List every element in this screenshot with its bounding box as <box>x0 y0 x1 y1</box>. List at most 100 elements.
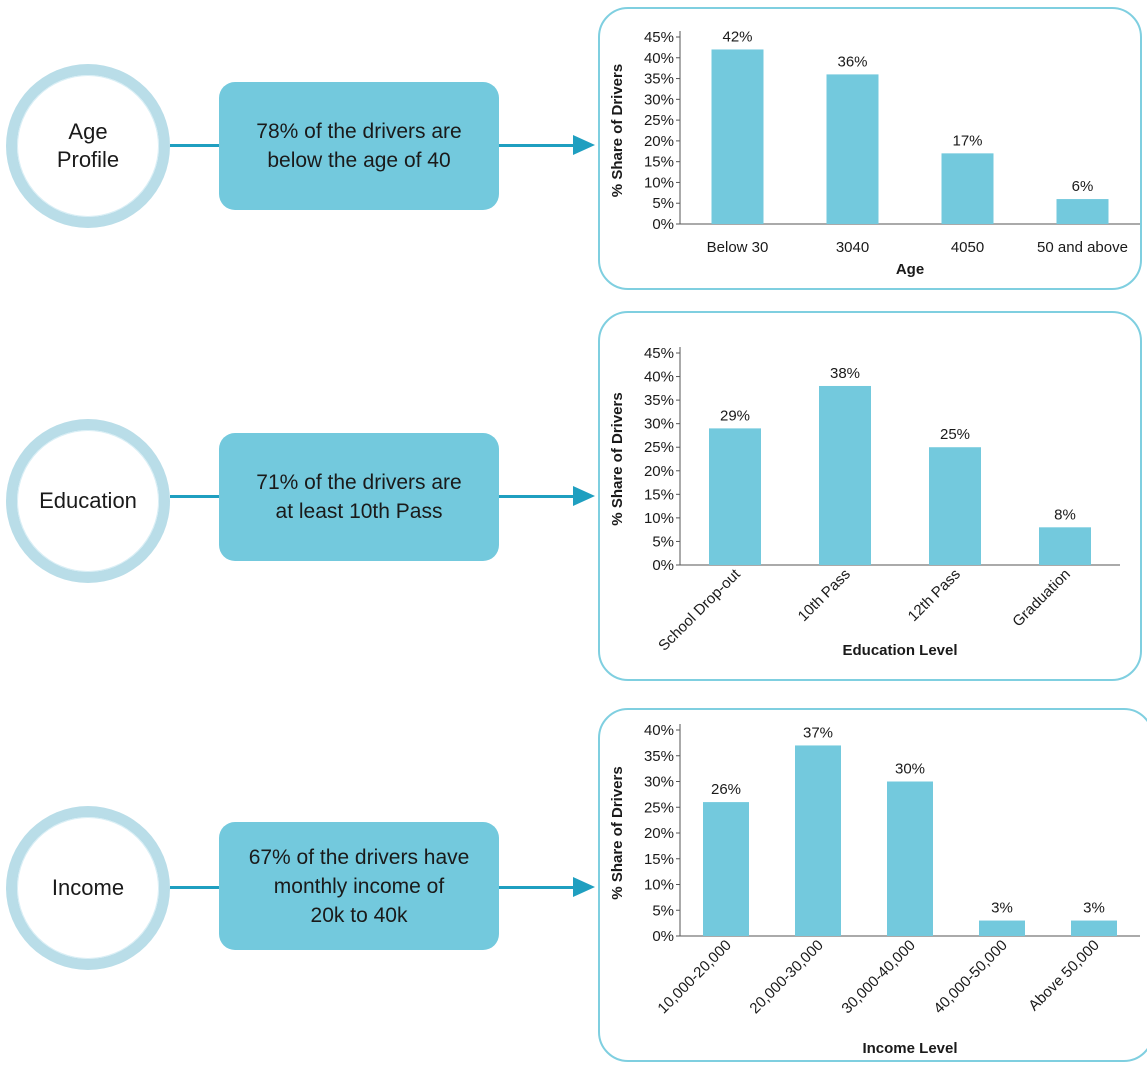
education-summary-box: 71% of the drivers are at least 10th Pass <box>219 433 499 561</box>
y-tick-label: 25% <box>644 799 674 816</box>
x-tick-label: 12th Pass <box>905 566 964 625</box>
x-tick-label: Above 50,000 <box>1025 937 1102 1014</box>
age-chart: 0% 5% 10% 15% 20% 25% 30% 35% 40% 45% % Share of D… <box>609 28 1140 278</box>
y-tick-label: 0% <box>652 557 674 574</box>
education-chart-panel: 0% 5% 10% 15% 20% 25% 30% 35% 40% 45% % Share of D… <box>598 311 1142 681</box>
bar <box>1039 527 1091 565</box>
x-tick-label: Graduation <box>1009 566 1074 631</box>
data-label: 29% <box>720 407 750 424</box>
bar <box>795 745 841 936</box>
x-tick-label: Below 30 <box>707 239 769 256</box>
x-axis-title: Age <box>896 261 924 278</box>
y-tick-label: 5% <box>652 902 674 919</box>
income-circle: Income <box>6 806 170 970</box>
summary-line: 67% of the drivers have <box>248 845 470 869</box>
summary-line: below the age of 40 <box>267 149 451 172</box>
connector-line <box>170 886 220 889</box>
bar <box>826 74 879 225</box>
data-label: 37% <box>803 724 833 741</box>
y-tick-label: 30% <box>644 416 674 433</box>
y-tick-label: 35% <box>644 71 674 88</box>
bar <box>1071 920 1117 936</box>
y-tick-label: 20% <box>644 133 674 150</box>
education-circle-label: Education <box>17 430 159 572</box>
y-tick-label: 15% <box>644 851 674 868</box>
data-label: 30% <box>895 761 925 778</box>
y-tick-label: 35% <box>644 748 674 765</box>
y-tick-label: 35% <box>644 392 674 409</box>
x-axis-title: Education Level <box>842 642 957 659</box>
y-tick-label: 15% <box>644 486 674 503</box>
connector-line <box>170 144 220 147</box>
arrow-line <box>499 144 575 147</box>
data-label: 3% <box>991 900 1013 917</box>
bar <box>819 385 871 565</box>
y-tick-label: 45% <box>644 345 674 362</box>
data-label: 36% <box>837 53 867 70</box>
arrow-line <box>499 495 575 498</box>
data-label: 3% <box>1083 900 1105 917</box>
circle-label-line: Income <box>51 875 125 900</box>
x-tick-label: 30,000-40,000 <box>838 937 918 1017</box>
summary-line: 78% of the drivers are <box>256 120 462 143</box>
data-label: 8% <box>1054 506 1076 523</box>
bar <box>979 920 1025 936</box>
connector-line <box>170 495 220 498</box>
income-circle-label: Income <box>17 817 159 959</box>
y-tick-label: 30% <box>644 774 674 791</box>
bar <box>711 49 764 224</box>
y-tick-label: 45% <box>644 29 674 46</box>
x-tick-label: 40,000-50,000 <box>930 937 1010 1017</box>
y-tick-label: 30% <box>644 91 674 108</box>
x-tick-label: 50 and above <box>1037 239 1128 256</box>
bar <box>709 428 761 565</box>
y-tick-label: 5% <box>652 195 674 212</box>
x-tick-label: 20,000-30,000 <box>746 937 826 1017</box>
y-tick-label: 5% <box>652 533 674 550</box>
age-chart-panel: 0% 5% 10% 15% 20% 25% 30% 35% 40% 45% % Share of D… <box>598 7 1142 290</box>
x-tick-label: School Drop-out <box>655 565 744 654</box>
data-label: 38% <box>830 365 860 382</box>
education-circle: Education <box>6 419 170 583</box>
bar <box>1056 199 1109 224</box>
bar <box>887 781 933 936</box>
y-tick-label: 10% <box>644 174 674 191</box>
y-tick-label: 25% <box>644 439 674 456</box>
y-tick-label: 0% <box>652 216 674 233</box>
summary-line: at least 10th Pass <box>275 500 443 523</box>
income-chart: 0% 5% 10% 15% 20% 25% 30% 35% 40% % Share of Driv… <box>609 722 1140 1057</box>
x-tick-label: 10th Pass <box>795 566 854 625</box>
x-axis-title: Income Level <box>862 1040 957 1057</box>
x-tick-label: 10,000-20,000 <box>654 937 734 1017</box>
summary-line: monthly income of <box>273 874 445 898</box>
y-tick-label: 40% <box>644 369 674 386</box>
y-tick-label: 25% <box>644 112 674 129</box>
circle-label-line: Age <box>68 119 108 144</box>
age-circle: Age Profile <box>6 64 170 228</box>
y-tick-label: 20% <box>644 463 674 480</box>
y-tick-label: 40% <box>644 50 674 67</box>
y-axis-title: % Share of Drivers <box>609 766 626 899</box>
income-summary-box: 67% of the drivers have monthly income of… <box>219 822 499 950</box>
data-label: 25% <box>940 426 970 443</box>
arrow-head-icon <box>573 135 595 155</box>
data-label: 6% <box>1072 178 1094 195</box>
data-label: 26% <box>711 781 741 798</box>
x-tick-label: 4050 <box>951 239 984 256</box>
summary-line: 71% of the drivers are <box>256 471 462 494</box>
arrow-head-icon <box>573 877 595 897</box>
x-tick-label: 3040 <box>836 239 869 256</box>
arrow-head-icon <box>573 486 595 506</box>
y-tick-label: 10% <box>644 877 674 894</box>
age-circle-label: Age Profile <box>17 75 159 217</box>
circle-label-line: Education <box>39 488 137 513</box>
data-label: 42% <box>722 28 752 45</box>
bar <box>703 802 749 936</box>
y-tick-label: 40% <box>644 722 674 739</box>
bar <box>941 153 994 224</box>
y-tick-label: 15% <box>644 154 674 171</box>
arrow-line <box>499 886 575 889</box>
y-axis-title: % Share of Drivers <box>609 392 626 525</box>
y-axis-title: % Share of Drivers <box>609 64 626 197</box>
bar <box>929 447 981 565</box>
